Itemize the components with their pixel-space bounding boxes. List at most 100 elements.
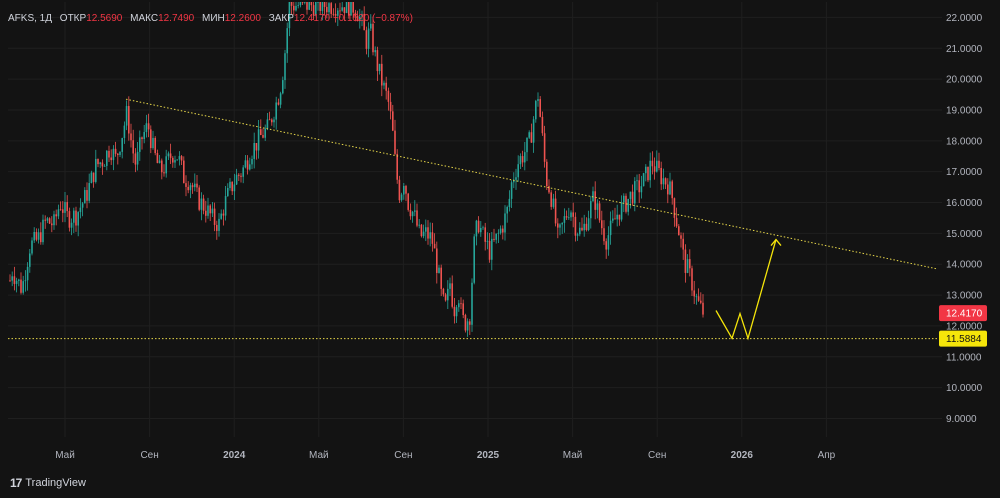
- candle-body: [147, 123, 150, 130]
- candle-body: [334, 13, 337, 16]
- candle-body: [158, 160, 161, 164]
- candle-body: [81, 203, 84, 208]
- candle-body: [561, 222, 563, 225]
- candle-body: [387, 90, 390, 102]
- candle-body: [189, 185, 192, 191]
- candle-body: [213, 208, 216, 225]
- candle-body: [477, 220, 480, 233]
- candle-body: [77, 212, 79, 226]
- candle-body: [678, 226, 680, 236]
- candle-body: [656, 160, 658, 172]
- candle-body: [262, 134, 264, 138]
- y-tick-label: 13.0000: [946, 291, 983, 302]
- candle-body: [312, 5, 315, 16]
- candle-body: [20, 279, 22, 293]
- candle-body: [282, 80, 284, 94]
- candle-body: [436, 248, 438, 273]
- candle-body: [618, 214, 621, 220]
- candle-body: [264, 128, 266, 138]
- candle-body: [405, 185, 407, 194]
- candle-body: [583, 223, 585, 231]
- candle-body: [141, 137, 143, 140]
- candle-body: [673, 198, 676, 218]
- candle-body: [389, 101, 392, 112]
- candle-body: [614, 218, 616, 220]
- candle-body: [136, 151, 139, 165]
- candle-body: [154, 137, 156, 154]
- candle-body: [73, 210, 75, 223]
- candle-body: [119, 151, 121, 155]
- candle-body: [121, 138, 123, 152]
- candle-body: [42, 219, 44, 243]
- candle-body: [235, 174, 238, 185]
- candle-body: [469, 321, 471, 325]
- candle-body: [222, 213, 225, 216]
- candle-body: [695, 296, 698, 298]
- candle-body: [187, 186, 189, 191]
- candle-body: [275, 102, 277, 120]
- candle-body: [550, 192, 552, 207]
- candle-body: [409, 209, 412, 217]
- candle-body: [697, 296, 700, 301]
- candle-body: [528, 132, 530, 138]
- candle-body: [513, 179, 515, 183]
- candle-body: [350, 2, 352, 16]
- candle-body: [592, 191, 594, 202]
- candle-body: [106, 150, 108, 166]
- candle-body: [398, 179, 401, 201]
- candle-body: [612, 218, 614, 221]
- candle-body: [306, 2, 308, 10]
- candle-body: [207, 205, 209, 216]
- candle-body: [403, 185, 405, 195]
- change-value: −0.1520 (−0.87%): [332, 13, 413, 24]
- candle-body: [565, 216, 568, 218]
- candle-body: [48, 218, 51, 224]
- candle-body: [174, 160, 176, 163]
- candle-body: [196, 183, 198, 188]
- candle-body: [444, 294, 447, 301]
- candle-body: [260, 129, 262, 135]
- candle-body: [497, 232, 500, 234]
- candle-body: [337, 10, 339, 16]
- y-tick-label: 16.0000: [946, 198, 983, 209]
- candle-body: [88, 183, 90, 201]
- candle-body: [543, 133, 546, 162]
- price-label-box: [939, 305, 987, 322]
- candle-body: [317, 2, 319, 3]
- candle-body: [315, 2, 317, 16]
- candle-body: [75, 210, 77, 226]
- y-tick-label: 22.0000: [946, 13, 983, 24]
- candle-body: [86, 190, 88, 201]
- high-value: 12.7490: [158, 13, 195, 24]
- candle-body: [288, 2, 291, 29]
- candle-body: [515, 177, 517, 180]
- candle-body: [420, 224, 423, 237]
- high-label: МАКС: [130, 13, 159, 24]
- projection-arrow-icon: [770, 238, 782, 246]
- candle-body: [44, 219, 46, 221]
- candle-body: [667, 184, 669, 195]
- tradingview-brand[interactable]: 17 TradingView: [10, 476, 86, 490]
- candle-body: [200, 198, 203, 210]
- candle-body: [491, 238, 493, 260]
- candle-body: [548, 186, 550, 193]
- candle-body: [169, 153, 172, 158]
- candle-body: [328, 3, 330, 13]
- candle-body: [605, 241, 607, 250]
- candle-body: [286, 28, 288, 54]
- candle-body: [99, 162, 101, 165]
- candle-body: [33, 231, 35, 241]
- resistance-trendline[interactable]: [125, 98, 938, 270]
- price-label-text: 11.5884: [946, 334, 982, 345]
- candle-body: [125, 106, 128, 126]
- candle-body: [535, 100, 537, 120]
- candle-body: [596, 203, 599, 210]
- candle-body: [194, 183, 196, 188]
- candle-body: [101, 162, 104, 167]
- candle-body: [90, 172, 93, 184]
- candle-body: [249, 164, 251, 170]
- candle-body: [440, 267, 442, 289]
- candle-body: [183, 160, 185, 184]
- projection-path[interactable]: [715, 239, 777, 341]
